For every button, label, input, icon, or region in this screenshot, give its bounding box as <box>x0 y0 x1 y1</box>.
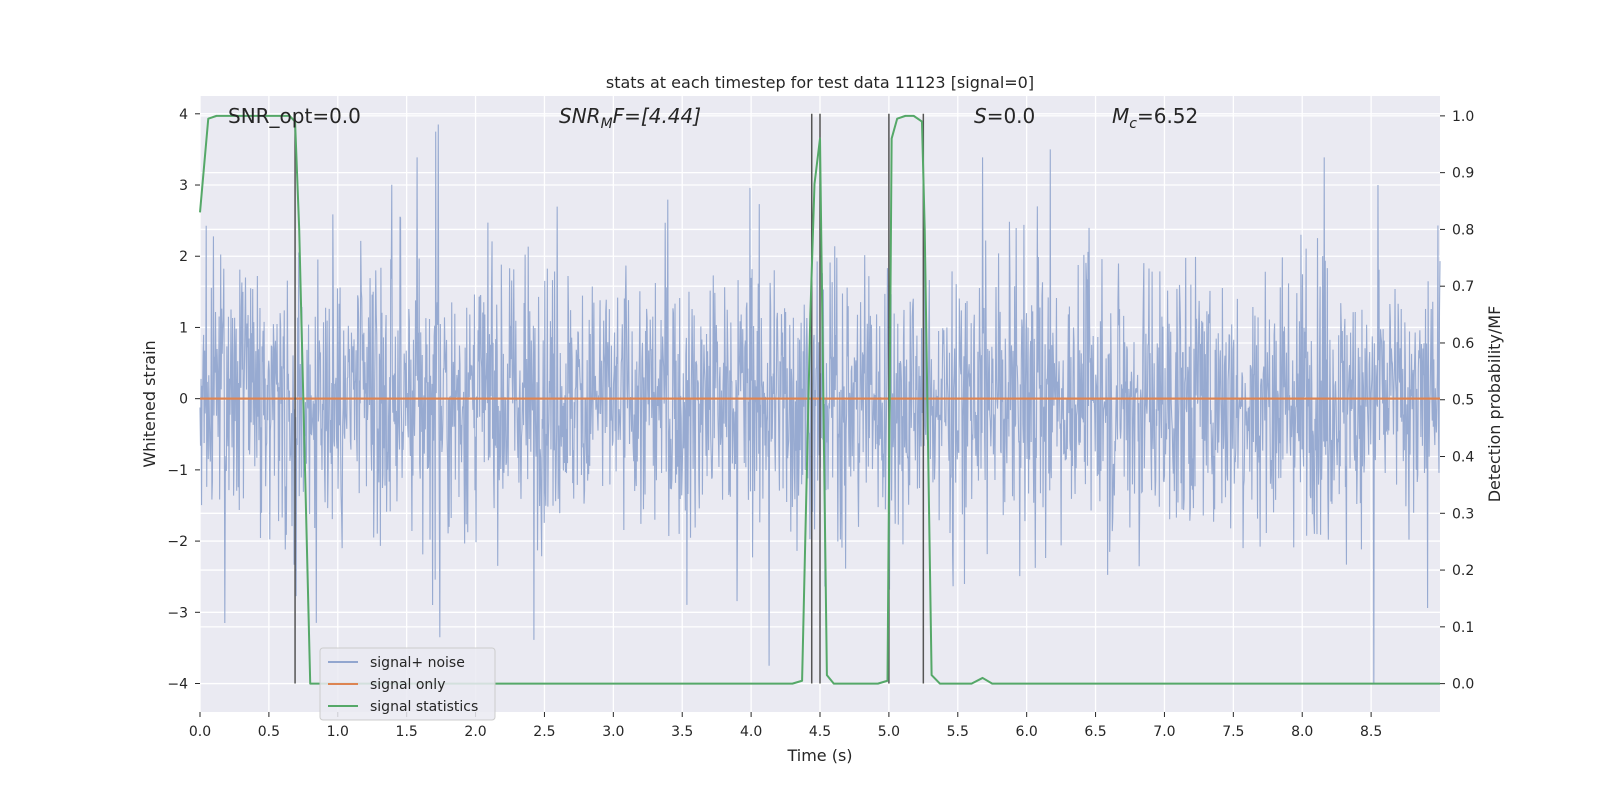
annotation-snr-mf: SNRMF=[4.44] <box>559 104 701 132</box>
y-tick-label-left: 1 <box>179 320 188 336</box>
x-tick-label: 3.5 <box>671 724 693 740</box>
statistics-series <box>199 114 1440 685</box>
annotation-snr-opt: SNR_opt=0.0 <box>228 104 361 128</box>
annotation-snr-mf-sub: M <box>601 116 613 132</box>
legend-label-signal: signal only <box>370 677 445 693</box>
annotation-mc-main: M <box>1112 104 1129 128</box>
annotation-mc: Mc=6.52 <box>1112 104 1198 132</box>
y-tick-label-right: 1.0 <box>1452 109 1474 125</box>
annotation-s-rest: =0.0 <box>987 104 1036 128</box>
x-tick-label: 0.0 <box>189 724 211 740</box>
y-axis-right: 1.0 0.9 0.8 0.7 0.6 0.5 0.4 0.3 0.2 0.1 0.0 <box>1440 109 1474 693</box>
y-tick-label-right: 0.9 <box>1452 166 1474 182</box>
y-tick-label-left: −3 <box>167 605 188 621</box>
x-tick-label: 6.5 <box>1084 724 1106 740</box>
chart-title: stats at each timestep for test data 111… <box>606 73 1034 92</box>
statistics-line <box>199 114 1440 685</box>
y-tick-label-left: 2 <box>179 249 188 265</box>
y-tick-label-right: 0.3 <box>1452 506 1474 522</box>
y-tick-label-left: −1 <box>167 463 188 479</box>
y-tick-label-right: 0.8 <box>1452 222 1474 238</box>
legend-box <box>319 647 496 721</box>
annotation-snr-mf-rest: F=[4.44] <box>613 104 701 128</box>
y-tick-label-left: −2 <box>167 534 188 550</box>
x-axis-label: Time (s) <box>786 746 852 765</box>
x-tick-label: 4.0 <box>740 724 762 740</box>
x-tick-label: 7.0 <box>1153 724 1175 740</box>
x-tick-label: 3.0 <box>602 724 624 740</box>
legend-label-statistics: signal statistics <box>370 699 478 715</box>
y-axis-label-left: Whitened strain <box>140 340 159 467</box>
y-axis-left: 4 3 2 1 0 −1 −2 −3 −4 <box>167 107 200 693</box>
y-tick-label-left: 4 <box>179 107 188 123</box>
y-tick-label-right: 0.0 <box>1452 677 1474 693</box>
y-axis-label-right: Detection probability/MF <box>1485 306 1504 503</box>
x-tick-label: 7.5 <box>1222 724 1244 740</box>
x-tick-label: 1.5 <box>396 724 418 740</box>
y-tick-label-right: 0.4 <box>1452 450 1474 466</box>
x-tick-label: 4.5 <box>809 724 831 740</box>
y-tick-label-left: −4 <box>167 677 188 693</box>
x-tick-label: 2.0 <box>464 724 486 740</box>
annotation-s: S=0.0 <box>974 104 1035 128</box>
y-tick-label-right: 0.7 <box>1452 279 1474 295</box>
x-tick-label: 8.0 <box>1291 724 1313 740</box>
x-tick-label: 8.5 <box>1360 724 1382 740</box>
y-tick-label-right: 0.6 <box>1452 336 1474 352</box>
x-tick-label: 2.5 <box>533 724 555 740</box>
y-tick-label-right: 0.2 <box>1452 563 1474 579</box>
annotation-snr-mf-main: SNR <box>559 104 601 128</box>
x-tick-label: 1.0 <box>327 724 349 740</box>
y-tick-label-right: 0.1 <box>1452 620 1474 636</box>
x-tick-label: 6.0 <box>1016 724 1038 740</box>
y-tick-label-left: 3 <box>179 178 188 194</box>
legend-label-noise: signal+ noise <box>370 655 465 671</box>
x-axis: 0.0 0.5 1.0 1.5 2.0 2.5 3.0 3.5 4.0 4.5 5.0 5.5 6.0 6… <box>189 712 1382 740</box>
y-tick-label-left: 0 <box>179 392 188 408</box>
annotation-mc-rest: =6.52 <box>1137 104 1198 128</box>
x-tick-label: 5.0 <box>878 724 900 740</box>
annotation-mc-sub: c <box>1129 116 1137 132</box>
x-tick-label: 5.5 <box>947 724 969 740</box>
legend: signal+ noise signal only signal statist… <box>319 647 496 721</box>
x-tick-label: 0.5 <box>258 724 280 740</box>
y-tick-label-right: 0.5 <box>1452 393 1474 409</box>
annotation-s-main: S <box>974 104 987 128</box>
